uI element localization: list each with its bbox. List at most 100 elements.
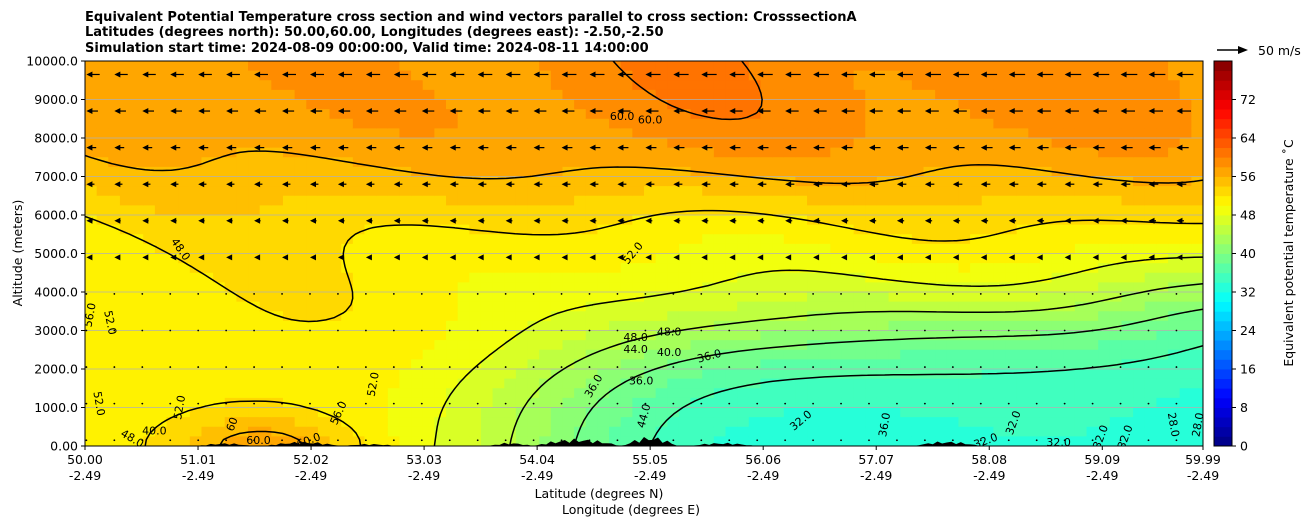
- field-cell: [562, 80, 575, 91]
- wind-vector-head: [197, 366, 200, 368]
- wind-vector-head: [1176, 144, 1183, 151]
- field-cell: [1028, 109, 1041, 120]
- field-cell: [1191, 301, 1203, 312]
- field-cell: [341, 436, 354, 446]
- wind-vector: [1007, 329, 1010, 332]
- field-cell: [667, 147, 680, 158]
- field-cell: [1063, 89, 1076, 101]
- field-cell: [457, 80, 470, 91]
- wind-vector-head: [672, 439, 675, 442]
- field-cell: [1086, 166, 1099, 178]
- field-cell: [900, 205, 913, 216]
- field-cell: [958, 215, 971, 226]
- field-cell: [271, 147, 284, 158]
- field-cell: [865, 243, 878, 255]
- field-cell: [1016, 138, 1029, 149]
- wind-vector-head: [785, 217, 792, 224]
- field-cell: [609, 99, 622, 110]
- field-cell: [1144, 157, 1158, 168]
- field-cell: [550, 99, 564, 110]
- field-cell: [189, 253, 203, 264]
- field-cell: [411, 166, 424, 178]
- field-cell: [236, 80, 249, 91]
- field-cell: [154, 166, 168, 178]
- field-cell: [876, 359, 890, 370]
- wind-vector: [1175, 329, 1178, 332]
- field-cell: [935, 426, 948, 437]
- wind-vector: [896, 254, 903, 261]
- wind-vector-head: [784, 329, 787, 332]
- wind-vector: [504, 293, 507, 295]
- wind-vector-head: [561, 254, 568, 261]
- field-cell: [911, 109, 925, 120]
- field-cell: [911, 89, 925, 101]
- field-cell: [411, 282, 424, 293]
- field-cell: [946, 320, 960, 332]
- field-cell: [690, 70, 703, 81]
- wind-vector-head: [979, 402, 982, 405]
- wind-vector-head: [896, 439, 898, 442]
- field-cell: [678, 195, 692, 206]
- field-cell: [1191, 311, 1203, 322]
- field-cell: [632, 426, 645, 437]
- field-cell: [981, 205, 994, 216]
- field-cell: [667, 263, 680, 274]
- field-cell: [189, 147, 203, 158]
- field-cell: [574, 263, 587, 274]
- field-cell: [224, 147, 237, 158]
- field-cell: [143, 282, 156, 293]
- wind-vector: [337, 402, 339, 405]
- wind-vector: [924, 108, 939, 115]
- field-cell: [504, 109, 517, 120]
- field-cell: [748, 99, 762, 110]
- field-cell: [690, 157, 703, 168]
- wind-vector-head: [309, 71, 316, 78]
- field-cell: [783, 426, 796, 437]
- wind-vector-head: [701, 71, 708, 78]
- field-cell: [96, 359, 109, 370]
- field-cell: [434, 272, 447, 283]
- field-cell: [1005, 99, 1018, 110]
- field-cell: [713, 186, 727, 197]
- field-cell: [119, 157, 133, 168]
- field-cell: [597, 215, 610, 226]
- field-cell: [935, 263, 948, 274]
- field-cell: [888, 436, 901, 446]
- wind-vector-head: [700, 329, 703, 332]
- field-cell: [620, 166, 633, 178]
- field-cell: [958, 157, 971, 168]
- field-cell: [294, 99, 307, 110]
- field-cell: [900, 388, 913, 399]
- field-cell: [667, 320, 680, 332]
- field-cell: [96, 61, 109, 72]
- field-cell: [1039, 243, 1053, 255]
- field-cell: [422, 157, 435, 168]
- wind-vector: [449, 217, 457, 224]
- field-cell: [935, 224, 948, 235]
- field-cell: [713, 147, 727, 158]
- field-cell: [376, 417, 389, 428]
- field-cell: [85, 282, 98, 293]
- wind-vector: [141, 329, 144, 332]
- field-cell: [213, 157, 226, 168]
- field-cell: [422, 426, 435, 437]
- field-cell: [446, 292, 459, 303]
- field-cell: [329, 205, 342, 216]
- field-cell: [958, 397, 971, 409]
- field-cell: [795, 157, 808, 168]
- field-cell: [830, 378, 843, 389]
- field-cell: [632, 128, 645, 139]
- wind-vector: [254, 108, 267, 115]
- field-cell: [1098, 186, 1111, 197]
- field-cell: [1168, 80, 1181, 91]
- field-cell: [574, 359, 587, 370]
- field-cell: [294, 166, 307, 178]
- field-cell: [434, 340, 447, 351]
- field-cell: [574, 128, 587, 139]
- field-cell: [655, 70, 668, 81]
- field-cell: [119, 436, 133, 446]
- field-cell: [376, 99, 389, 110]
- field-cell: [783, 349, 796, 360]
- field-cell: [504, 157, 517, 168]
- field-cell: [282, 109, 296, 120]
